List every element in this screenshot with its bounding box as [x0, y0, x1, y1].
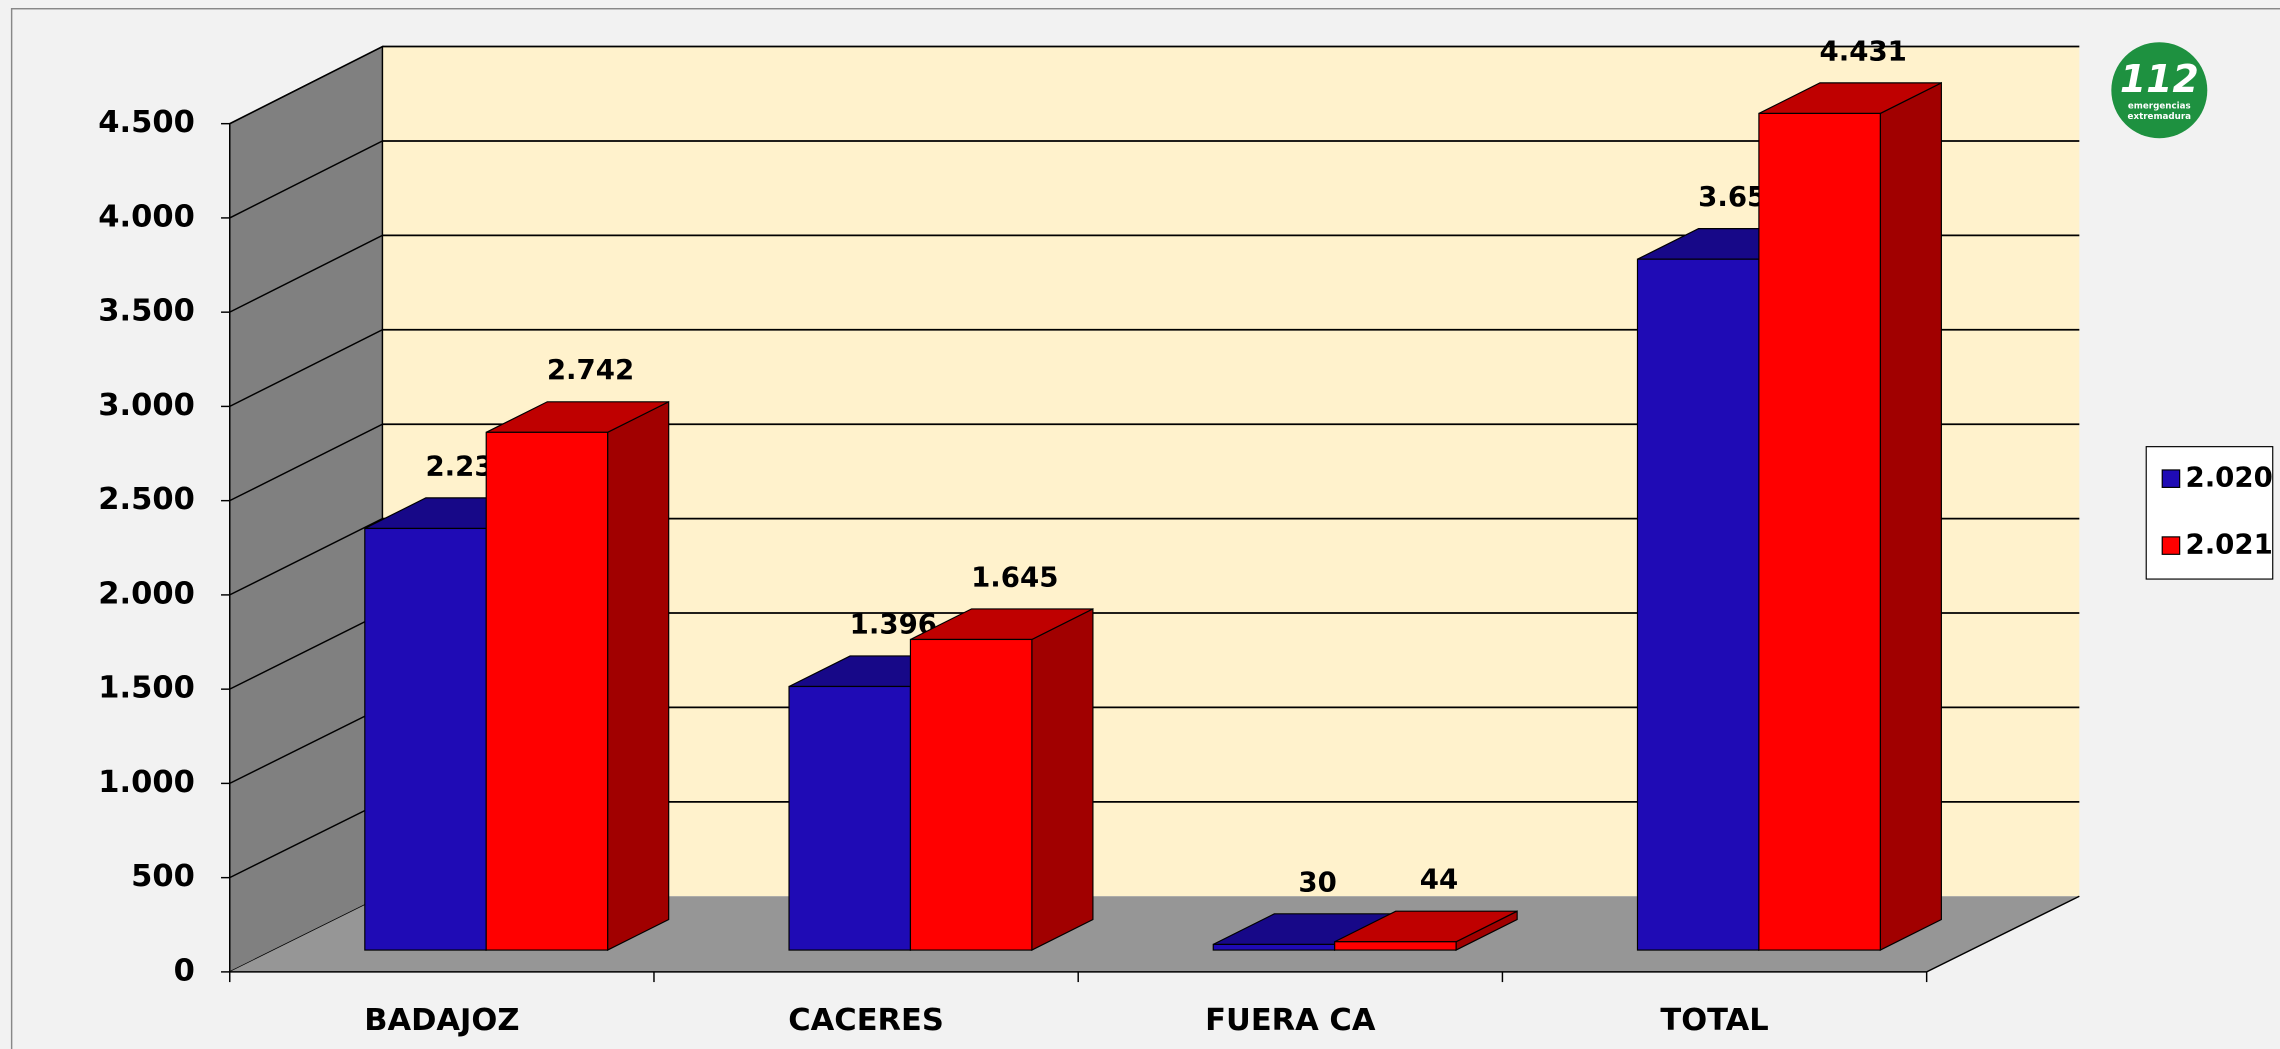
bar-front — [788, 685, 912, 951]
legend — [2145, 446, 2274, 580]
logo-text: extremadura — [2128, 112, 2192, 122]
logo-text: emergencias — [2128, 102, 2191, 112]
grid-line — [229, 801, 383, 879]
grid-line — [229, 140, 383, 219]
y-tick-label: 1.000 — [98, 765, 195, 800]
x-tick-label: BADAJOZ — [364, 1003, 519, 1038]
bar-front — [1212, 943, 1336, 951]
grid-line — [229, 329, 383, 408]
grid-line — [229, 423, 383, 502]
data-label: 2.742 — [547, 353, 634, 386]
x-tick-label: CACERES — [788, 1003, 944, 1038]
logo-circle — [2111, 42, 2208, 139]
bar-front — [909, 638, 1033, 951]
grid-line — [229, 612, 383, 690]
side-wall — [229, 45, 384, 974]
data-label: 30 — [1298, 865, 1336, 898]
floor-edge — [1926, 895, 2080, 973]
bar-front — [1636, 258, 1760, 951]
x-tick-label: TOTAL — [1660, 1003, 1768, 1038]
y-tick-label: 4.000 — [98, 199, 195, 234]
bar-front — [485, 431, 609, 951]
legend-swatch — [2161, 469, 2181, 488]
legend-swatch — [2161, 536, 2181, 555]
legend-label: 2.020 — [2185, 461, 2272, 494]
y-tick-label: 2.000 — [98, 576, 195, 611]
bar-front — [1758, 112, 1881, 951]
y-tick-label: 4.500 — [98, 105, 195, 140]
grid-line — [229, 706, 383, 785]
logo-number: 112 — [2120, 57, 2199, 101]
y-tick-label: 3.000 — [98, 388, 195, 423]
data-label: 1.645 — [971, 560, 1058, 593]
bar — [1334, 910, 1518, 952]
grid-line — [229, 517, 383, 596]
bar-front — [364, 527, 487, 951]
grid-line — [229, 234, 383, 313]
bar — [909, 607, 1094, 952]
bar — [1758, 81, 1942, 952]
y-tick-label: 0 — [174, 953, 195, 988]
bar-side — [1879, 81, 1942, 952]
bar-side — [1031, 607, 1094, 952]
bar-front — [1334, 941, 1457, 951]
logo: 112 emergencias extremadura — [2111, 42, 2208, 139]
bar — [485, 400, 670, 952]
data-label: 44 — [1420, 863, 1458, 896]
legend-label: 2.021 — [2185, 528, 2272, 561]
y-tick-label: 2.500 — [98, 482, 195, 517]
bar-side — [607, 400, 670, 952]
x-tick-label: FUERA CA — [1205, 1003, 1376, 1038]
floor — [229, 896, 2080, 972]
y-tick-label: 3.500 — [98, 294, 195, 329]
grid-line — [229, 45, 383, 125]
y-tick-label: 500 — [131, 859, 195, 894]
y-tick-label: 1.500 — [98, 671, 195, 706]
data-label: 4.431 — [1820, 34, 1907, 67]
